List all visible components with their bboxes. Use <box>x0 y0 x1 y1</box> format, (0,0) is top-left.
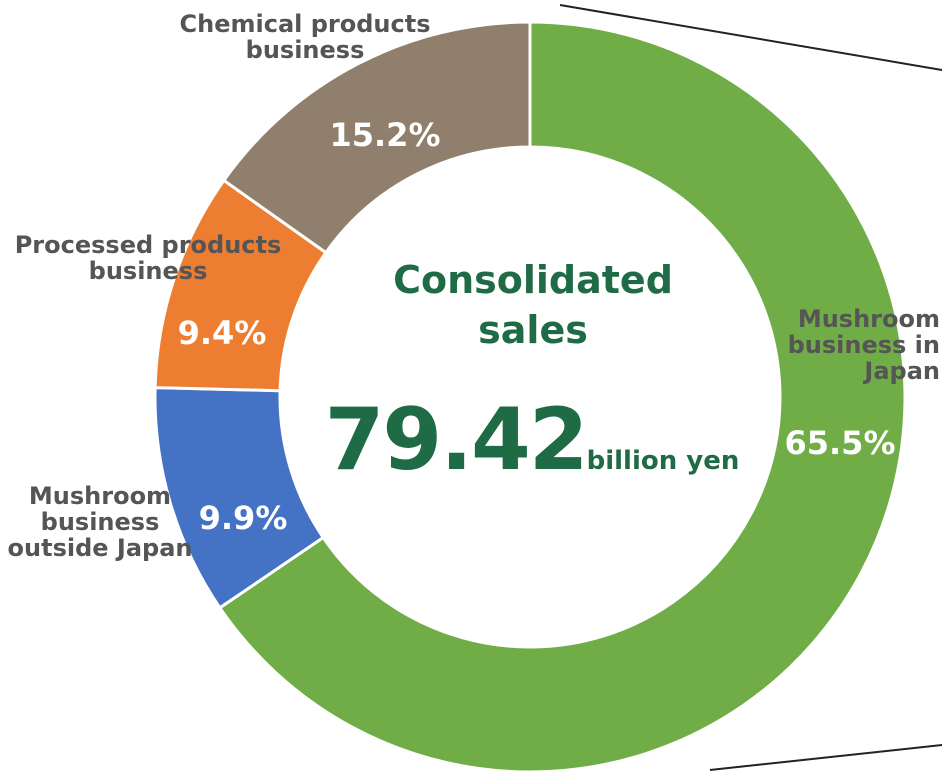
category-label: Mushroom business outside Japan <box>7 482 193 562</box>
category-label: Processed products business <box>14 231 282 285</box>
center-title: Consolidated sales <box>393 258 673 352</box>
total-unit: billion yen <box>586 446 740 476</box>
total-value: 79.42 <box>324 390 589 490</box>
connector-line <box>709 744 942 771</box>
center-total: 79.42billion yen <box>325 390 740 490</box>
donut-slice <box>221 20 532 255</box>
value-label: 65.5% <box>784 424 896 462</box>
value-label: 9.4% <box>177 314 267 352</box>
donut-slice <box>217 20 907 772</box>
value-label: 15.2% <box>329 116 441 154</box>
category-label: Mushroom business in Japan <box>787 305 940 385</box>
connector-line <box>559 4 942 71</box>
category-label: Chemical products business <box>179 10 431 64</box>
value-label: 9.9% <box>198 499 288 537</box>
